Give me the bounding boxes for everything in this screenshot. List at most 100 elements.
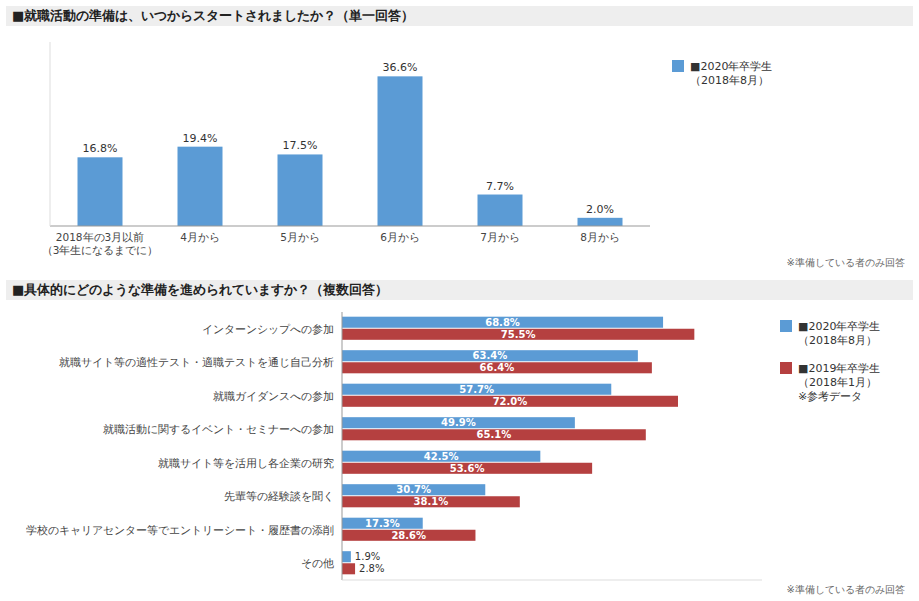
category-label: 就職サイト等の適性テスト・適職テストを通じ自己分析 [59,356,334,369]
title: ■具体的にどのような準備を進められていますか？（複数回答） [12,282,388,297]
category-label: 8月から [580,231,620,243]
legend-swatch [672,60,684,72]
legend-swatch [780,362,792,374]
chart: ■就職活動の準備は、いつからスタートされましたか？（単一回答） 16.8% 19.4… [6,6,913,268]
value-axis [50,42,51,226]
bar [342,384,611,395]
text-line: 2018年の3月以前 [56,231,144,243]
data-label: 36.6% [383,61,418,74]
data-label: 57.7% [459,384,494,395]
category-label: 6月から [380,231,420,243]
category-label: 就職サイト等を活用し各企業の研究 [158,456,334,469]
category-label: 2018年の3月以前（3年生になるまでに） [42,231,159,256]
bars [342,317,694,575]
text-line: ■2020年卒学生 [690,60,772,73]
data-label: 19.4% [183,132,218,145]
data-label: 30.7% [396,484,431,495]
bars [78,76,623,226]
bar [342,496,520,507]
data-label: 68.8% [485,317,520,328]
bar [178,147,223,226]
bar [578,218,623,226]
text-line: ※参考データ [798,390,862,403]
text-line: 就職活動に関するイベント・セミナーへの参加 [103,423,334,436]
bar [342,350,638,361]
legend-label: ■2019年卒学生（2018年1月）※参考データ [798,362,880,403]
bar [342,451,540,462]
data-labels: 68.8%75.5% 63.4%66.4% 57.7%72.0% 49.9%65.1%… [355,317,536,575]
text-line: ■2019年卒学生 [798,362,880,375]
text-line: 就職サイト等を活用し各企業の研究 [158,456,334,469]
bar [342,396,678,407]
data-label: 7.7% [486,180,514,193]
bar [78,157,123,226]
bar [478,195,523,226]
title-band [6,6,913,26]
category-label: 5月から [280,231,320,243]
category-label: 就職ガイダンスへの参加 [213,389,334,402]
data-label: 75.5% [501,329,536,340]
text-line: インターンシップへの参加 [202,322,334,335]
annotation: ※準備している者のみ回答 [787,584,905,595]
category-axis [50,226,650,227]
data-labels: 16.8% 19.4% 17.5% 36.6% 7.7% 2.0% [83,61,614,215]
category-label: その他 [301,557,334,570]
category-axis [342,312,343,580]
text-line: 就職サイト等の適性テスト・適職テストを通じ自己分析 [59,356,334,369]
data-label: 63.4% [473,350,508,361]
category-label: 4月から [180,231,220,243]
annotation: ※準備している者のみ回答 [787,257,905,268]
bar [342,417,575,428]
text-line: （2018年8月） [690,74,769,87]
bar [342,463,592,474]
text-line: 8月から [580,231,620,243]
data-label: 53.6% [450,463,485,474]
text-line: （2018年1月） [798,376,877,389]
value-axis [342,580,762,581]
legend-swatch [780,320,792,332]
legend-label: ■2020年卒学生（2018年8月） [798,320,880,347]
data-label: 16.8% [83,142,118,155]
bar [378,76,423,226]
title-band [6,280,913,300]
data-label: 72.0% [493,396,528,407]
chart-root: ■就職活動の準備は、いつからスタートされましたか？（単一回答） 16.8% 19.4… [0,0,919,601]
bar [342,429,646,440]
text-line: 先輩等の経験談を聞く [224,490,334,503]
bar [342,518,423,529]
category-labels: インターンシップへの参加就職サイト等の適性テスト・適職テストを通じ自己分析就職ガ… [26,322,334,570]
category-label: 7月から [480,231,520,243]
data-label: 38.1% [414,496,449,507]
data-label: 66.4% [480,362,515,373]
bar [342,329,694,340]
bar [342,530,475,541]
legend: ■2020年卒学生（2018年8月） ■2019年卒学生（2018年1月）※参考デ… [780,320,880,403]
data-label: 2.0% [586,203,614,216]
bar [342,317,663,328]
background [0,0,919,601]
text-line: 就職ガイダンスへの参加 [213,389,334,402]
text-line: （2018年8月） [798,334,877,347]
text-line: （3年生になるまでに） [42,244,159,256]
text-line: 6月から [380,231,420,243]
data-label: 28.6% [391,530,426,541]
bar [278,154,323,226]
category-label: 先輩等の経験談を聞く [224,490,334,503]
data-label: 65.1% [477,429,512,440]
text-line: 4月から [180,231,220,243]
legend-label: ■2020年卒学生（2018年8月） [690,60,772,87]
text-line: ■2020年卒学生 [798,320,880,333]
bar [342,484,485,495]
category-label: インターンシップへの参加 [202,322,334,335]
data-label: 17.5% [283,139,318,152]
data-label: 1.9% [355,551,380,562]
category-label: 就職活動に関するイベント・セミナーへの参加 [103,423,334,436]
data-label: 49.9% [441,417,476,428]
text-line: その他 [301,557,334,570]
title: ■就職活動の準備は、いつからスタートされましたか？（単一回答） [12,8,414,23]
chart: ■具体的にどのような準備を進められていますか？（複数回答）68.8%75.5%6… [6,280,913,595]
data-label: 2.8% [359,563,384,574]
data-label: 17.3% [365,518,400,529]
bar [342,362,652,373]
text-line: 5月から [280,231,320,243]
